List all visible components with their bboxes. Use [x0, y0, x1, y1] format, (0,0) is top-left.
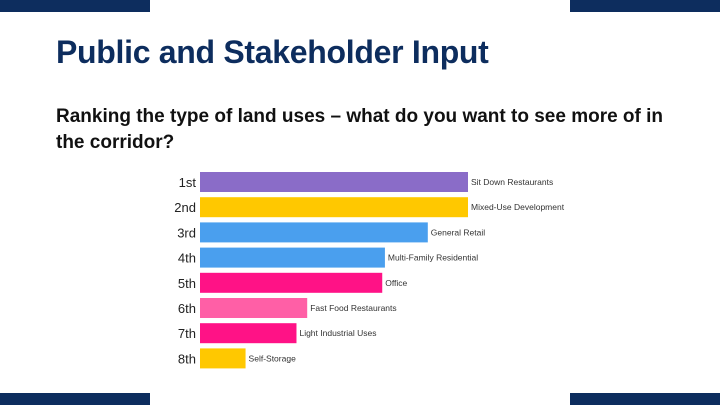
- bar-label-1: Sit Down Restaurants: [471, 177, 553, 187]
- land-use-ranking-chart: 1st Sit Down Restaurants 2nd Mixed-Use Deve…: [174, 172, 565, 369]
- rank-label-6: 6th: [178, 301, 196, 316]
- bar-label-5: Office: [385, 278, 407, 288]
- bar-label-4: Multi-Family Residential: [388, 253, 478, 263]
- rank-label-2: 2nd: [174, 200, 196, 215]
- bar-5: [200, 272, 383, 293]
- bar-label-7: Light Industrial Uses: [299, 328, 376, 338]
- bar-7: [200, 323, 297, 344]
- frame-bar-top-right: [570, 0, 720, 12]
- bar-label-6: Fast Food Restaurants: [310, 303, 396, 313]
- slide-subtitle: Ranking the type of land uses – what do …: [56, 106, 664, 153]
- rank-label-5: 5th: [178, 276, 196, 291]
- slide-title: Public and Stakeholder Input: [56, 34, 489, 70]
- bar-6: [200, 298, 308, 318]
- bar-label-3: General Retail: [431, 227, 485, 237]
- bar-8: [200, 348, 246, 369]
- bar-1: [200, 172, 468, 192]
- frame-bar-bottom-right: [570, 393, 720, 405]
- bar-label-2: Mixed-Use Development: [471, 202, 565, 212]
- rank-label-3: 3rd: [177, 225, 196, 240]
- frame-bar-top-left: [0, 0, 150, 12]
- rank-label-8: 8th: [178, 351, 196, 366]
- rank-label-4: 4th: [178, 251, 196, 266]
- rank-label-7: 7th: [178, 326, 196, 341]
- bar-2: [200, 197, 468, 218]
- frame-bar-bottom-left: [0, 393, 150, 405]
- bar-3: [200, 222, 428, 243]
- bar-label-8: Self-Storage: [249, 353, 297, 363]
- rank-label-1: 1st: [179, 175, 197, 190]
- bar-4: [200, 247, 385, 268]
